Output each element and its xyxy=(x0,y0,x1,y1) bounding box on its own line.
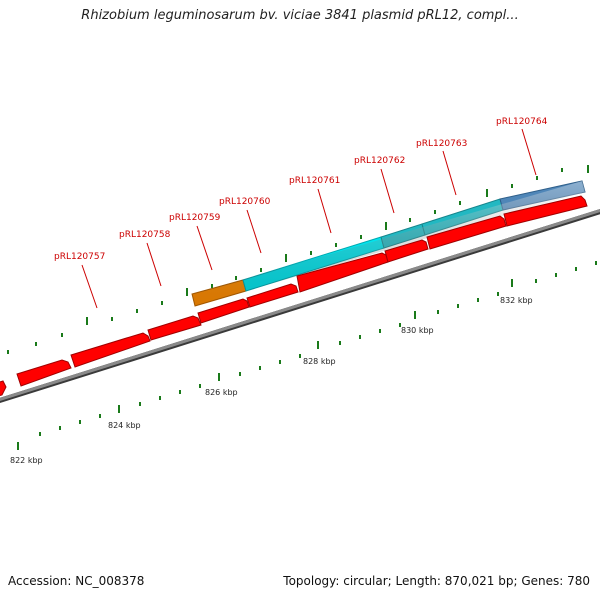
gene-arrow[interactable] xyxy=(503,195,588,227)
lower-tick-ring xyxy=(17,261,597,450)
accession-text: Accession: NC_008378 xyxy=(8,574,145,588)
gene-label[interactable]: pRL120757 xyxy=(54,252,105,262)
tick-label-826: 826 kbp xyxy=(205,388,238,397)
gene-arrow[interactable] xyxy=(426,215,507,250)
gene-label[interactable]: pRL120763 xyxy=(416,139,467,149)
tick-label-830: 830 kbp xyxy=(401,326,434,335)
gene-arrow[interactable] xyxy=(384,239,429,263)
gene-label[interactable]: pRL120761 xyxy=(289,176,340,186)
gene-label[interactable]: pRL120764 xyxy=(496,117,548,127)
tick-label-822: 822 kbp xyxy=(10,456,43,465)
gene-arrow[interactable] xyxy=(0,380,7,397)
upper-tick-ring xyxy=(7,165,589,354)
tick-label-824: 824 kbp xyxy=(108,421,141,430)
gene-label[interactable]: pRL120759 xyxy=(169,213,221,223)
gene-labels: pRL120757 pRL120758 pRL120759 pRL120760 … xyxy=(54,117,548,262)
gene-arrow[interactable] xyxy=(246,283,299,308)
map-title: Rhizobium leguminosarum bv. viciae 3841 … xyxy=(81,8,519,23)
gene-arrow[interactable] xyxy=(147,315,202,341)
label-leaders xyxy=(81,128,537,309)
gene-track xyxy=(0,195,588,397)
axis-labels: 822 kbp 824 kbp 826 kbp 828 kbp 830 kbp … xyxy=(10,296,533,465)
feature-band-highlight xyxy=(192,181,585,306)
gene-arrow[interactable] xyxy=(197,298,250,324)
gene-label[interactable]: pRL120762 xyxy=(354,156,405,166)
gene-arrow[interactable] xyxy=(70,332,151,368)
gene-label[interactable]: pRL120758 xyxy=(119,230,171,240)
summary-text: Topology: circular; Length: 870,021 bp; … xyxy=(283,574,590,588)
tick-label-832: 832 kbp xyxy=(500,296,533,305)
gene-arrow[interactable] xyxy=(16,359,72,387)
gene-label[interactable]: pRL120760 xyxy=(219,197,271,207)
backbone xyxy=(0,209,600,401)
feature-band xyxy=(191,180,586,307)
tick-label-828: 828 kbp xyxy=(303,357,336,366)
